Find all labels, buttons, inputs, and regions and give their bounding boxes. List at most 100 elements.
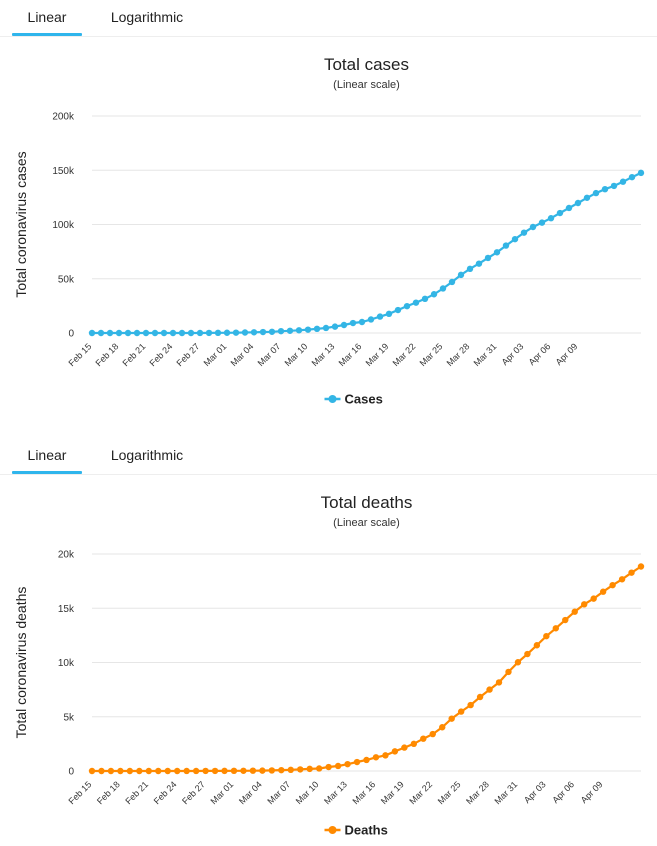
- data-point: [484, 254, 492, 262]
- data-point: [628, 569, 635, 576]
- x-tick-label: Apr 03: [522, 779, 548, 805]
- data-point: [205, 329, 213, 337]
- y-tick-label: 50k: [58, 274, 75, 285]
- data-point: [590, 595, 597, 602]
- data-point: [610, 182, 618, 190]
- total-deaths-chart: Total deaths (Linear scale) 0 5k 10k 15k 20k To…: [13, 493, 645, 838]
- data-point: [88, 767, 96, 775]
- data-point: [277, 327, 285, 335]
- data-point: [382, 752, 389, 759]
- data-point: [295, 327, 303, 334]
- data-point: [325, 763, 332, 771]
- data-point: [486, 686, 493, 693]
- data-point: [514, 659, 522, 666]
- x-tick-label: Feb 18: [95, 779, 122, 806]
- x-tick-label: Feb 15: [67, 341, 94, 368]
- data-point: [637, 563, 645, 570]
- legend[interactable]: Cases: [324, 392, 383, 407]
- data-point: [367, 316, 375, 323]
- data-point: [126, 767, 134, 775]
- data-point: [315, 765, 323, 772]
- chart-title: Total deaths: [321, 493, 413, 512]
- data-point: [565, 204, 573, 212]
- x-tick-label: Feb 18: [94, 341, 121, 368]
- data-point: [538, 219, 546, 226]
- x-tick-label: Feb 27: [175, 341, 202, 368]
- total-cases-chart: Total cases (Linear scale) 0 50k 100k 150k 200…: [13, 55, 645, 407]
- data-point: [376, 313, 384, 320]
- x-tick-label: Feb 24: [148, 341, 175, 368]
- data-point: [583, 194, 591, 201]
- data-point: [334, 762, 342, 770]
- x-tick-label: Apr 09: [579, 779, 605, 805]
- legend-marker: [328, 395, 337, 403]
- data-point: [466, 265, 474, 273]
- data-point: [223, 329, 231, 336]
- data-point: [421, 295, 429, 303]
- data-point: [401, 744, 408, 751]
- tab-linear[interactable]: Linear: [12, 0, 82, 36]
- data-point: [520, 229, 528, 236]
- data-point: [430, 291, 438, 298]
- tab-logarithmic[interactable]: Logarithmic: [110, 9, 184, 25]
- data-point: [511, 235, 519, 243]
- tab-linear[interactable]: Linear: [12, 438, 82, 474]
- chart-subtitle: (Linear scale): [333, 79, 400, 91]
- y-tick-label: 0: [68, 767, 74, 778]
- y-axis-label: Total coronavirus cases: [13, 151, 29, 297]
- data-point: [529, 223, 537, 231]
- x-tick-label: Mar 28: [464, 779, 491, 806]
- x-tick-label: Mar 10: [283, 341, 310, 368]
- x-tick-label: Mar 16: [350, 779, 377, 806]
- data-point: [439, 285, 447, 292]
- data-point: [230, 767, 238, 775]
- y-tick-label: 15k: [58, 604, 75, 615]
- data-point: [98, 767, 105, 775]
- y-tick-label: 10k: [58, 658, 75, 669]
- data-point: [250, 329, 258, 336]
- legend-label: Deaths: [345, 823, 388, 838]
- x-tick-label: Mar 16: [337, 341, 364, 368]
- data-point: [574, 199, 582, 207]
- data-point: [306, 765, 313, 773]
- legend-marker: [328, 826, 337, 834]
- data-point: [385, 310, 393, 318]
- x-tick-label: Mar 04: [229, 341, 256, 368]
- data-point: [581, 601, 588, 608]
- data-point: [202, 767, 209, 775]
- data-point: [349, 319, 357, 327]
- data-point: [259, 767, 266, 774]
- data-point: [637, 169, 645, 177]
- data-point: [107, 767, 115, 775]
- data-point: [106, 329, 114, 337]
- x-tick-label: Mar 31: [472, 341, 499, 368]
- data-point: [268, 328, 276, 335]
- data-point: [313, 325, 321, 333]
- data-point: [556, 209, 564, 217]
- data-point: [420, 735, 427, 742]
- data-point: [278, 766, 285, 774]
- y-tick-label: 5k: [63, 712, 75, 723]
- y-tick-label: 20k: [58, 550, 75, 561]
- data-point: [240, 767, 247, 774]
- tab-logarithmic[interactable]: Logarithmic: [110, 447, 184, 463]
- x-tick-label: Mar 07: [256, 341, 283, 368]
- x-tick-label: Mar 01: [209, 779, 236, 806]
- x-tick-label: Feb 27: [180, 779, 207, 806]
- data-point: [259, 328, 267, 336]
- x-tick-label: Mar 19: [364, 341, 391, 368]
- cases-chart-panel: Linear Logarithmic Total cases (Linear sc…: [0, 0, 657, 420]
- y-tick-label: 100k: [52, 220, 75, 231]
- data-point: [115, 329, 123, 337]
- x-tick-label: Mar 07: [265, 779, 292, 806]
- y-axis-label: Total coronavirus deaths: [13, 587, 29, 739]
- data-point: [448, 715, 455, 722]
- legend[interactable]: Deaths: [324, 823, 388, 838]
- data-point: [412, 299, 420, 306]
- data-point: [183, 767, 190, 775]
- x-tick-label: Mar 25: [436, 779, 463, 806]
- x-tick-label: Mar 10: [294, 779, 321, 806]
- data-point: [322, 324, 330, 332]
- data-point: [502, 242, 510, 249]
- data-point: [133, 329, 141, 337]
